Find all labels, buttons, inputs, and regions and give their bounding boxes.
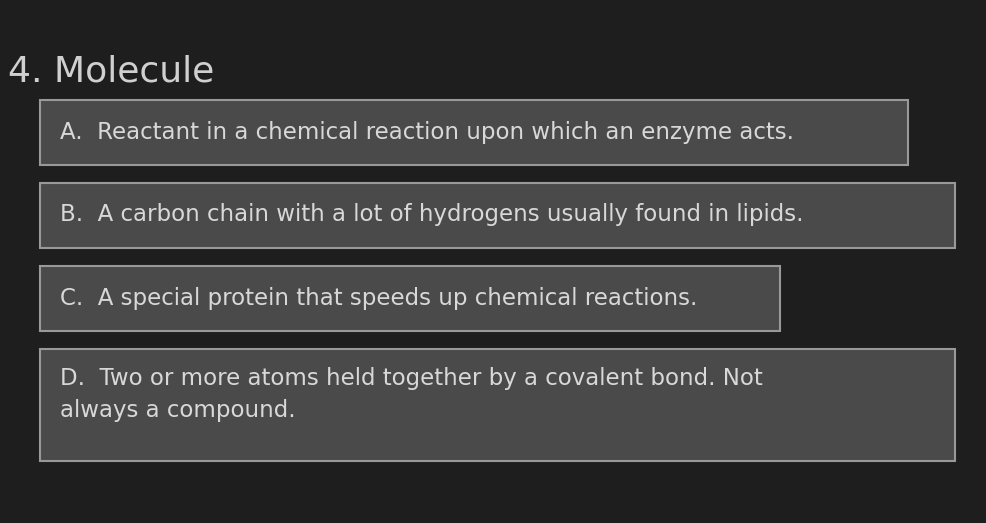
FancyBboxPatch shape	[40, 349, 954, 461]
Text: D.  Two or more atoms held together by a covalent bond. Not
always a compound.: D. Two or more atoms held together by a …	[60, 368, 762, 423]
Text: 4. Molecule: 4. Molecule	[8, 55, 214, 89]
Text: B.  A carbon chain with a lot of hydrogens usually found in lipids.: B. A carbon chain with a lot of hydrogen…	[60, 203, 803, 226]
Text: C.  A special protein that speeds up chemical reactions.: C. A special protein that speeds up chem…	[60, 287, 697, 310]
FancyBboxPatch shape	[40, 266, 779, 331]
FancyBboxPatch shape	[40, 183, 954, 248]
Text: A.  Reactant in a chemical reaction upon which an enzyme acts.: A. Reactant in a chemical reaction upon …	[60, 120, 793, 143]
FancyBboxPatch shape	[40, 100, 907, 165]
